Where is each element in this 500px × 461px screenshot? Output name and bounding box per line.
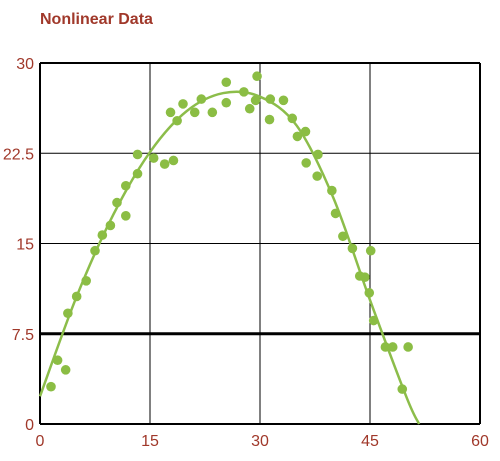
data-point-47 [380, 342, 391, 352]
data-point-12 [132, 149, 143, 160]
data-point-46 [368, 315, 379, 326]
data-point-26 [244, 103, 255, 114]
data-point-29 [265, 94, 276, 104]
data-point-38 [327, 185, 337, 196]
grid [39, 62, 481, 425]
tick-labels: 0 15 30 45 60 0 7.5 15 22.5 30 [3, 56, 489, 450]
fit-curve-layer [38, 90, 421, 425]
data-point-10 [121, 211, 131, 221]
data-point-41 [347, 243, 358, 254]
data-point-50 [403, 342, 413, 352]
data-point-11 [121, 180, 131, 191]
data-point-16 [165, 107, 176, 118]
data-point-25 [239, 87, 249, 97]
data-point-13 [132, 168, 143, 179]
data-point-24 [221, 97, 232, 108]
data-point-39 [330, 208, 341, 219]
data-point-45 [365, 245, 376, 256]
x-tick-label-0: 0 [36, 433, 45, 450]
data-point-21 [196, 94, 207, 104]
x-tick-label-2: 30 [251, 433, 269, 450]
data-point-44 [364, 288, 375, 298]
data-point-32 [287, 113, 298, 124]
data-point-34 [300, 126, 311, 137]
data-point-17 [168, 155, 179, 166]
data-point-40 [338, 231, 348, 242]
data-point-6 [90, 245, 100, 256]
data-point-43 [360, 272, 370, 282]
x-tick-label-1: 15 [141, 433, 159, 450]
data-point-8 [105, 220, 116, 231]
data-point-22 [207, 107, 218, 118]
data-point-28 [250, 95, 261, 106]
data-point-30 [264, 114, 275, 125]
data-point-4 [71, 291, 82, 302]
y-tick-label-0: 0 [25, 417, 34, 434]
data-point-37 [313, 149, 323, 160]
data-point-49 [397, 384, 408, 394]
data-point-14 [148, 153, 159, 163]
data-point-15 [159, 159, 170, 169]
data-point-9 [112, 197, 122, 208]
scatter-points-layer [46, 71, 413, 394]
y-tick-label-2: 15 [16, 237, 34, 254]
data-point-36 [312, 171, 323, 181]
chart-title: Nonlinear Data [40, 11, 153, 28]
data-point-48 [387, 342, 398, 352]
data-point-7 [97, 230, 108, 240]
data-point-27 [252, 71, 262, 82]
data-point-1 [52, 355, 63, 366]
data-point-20 [189, 107, 200, 118]
data-point-23 [221, 77, 232, 88]
y-tick-label-3: 22.5 [3, 146, 34, 163]
data-point-2 [60, 365, 71, 375]
data-point-35 [301, 158, 312, 168]
y-tick-label-4: 30 [16, 56, 34, 73]
x-tick-label-4: 60 [471, 433, 489, 450]
data-point-18 [172, 115, 182, 126]
data-point-33 [292, 131, 303, 142]
data-point-0 [46, 381, 56, 392]
x-tick-label-3: 45 [361, 433, 379, 450]
data-point-31 [278, 95, 289, 106]
data-point-19 [178, 99, 188, 109]
fit-curve [38, 90, 421, 425]
data-point-3 [63, 308, 73, 319]
data-point-5 [81, 276, 91, 286]
y-tick-label-1: 7.5 [12, 327, 34, 344]
